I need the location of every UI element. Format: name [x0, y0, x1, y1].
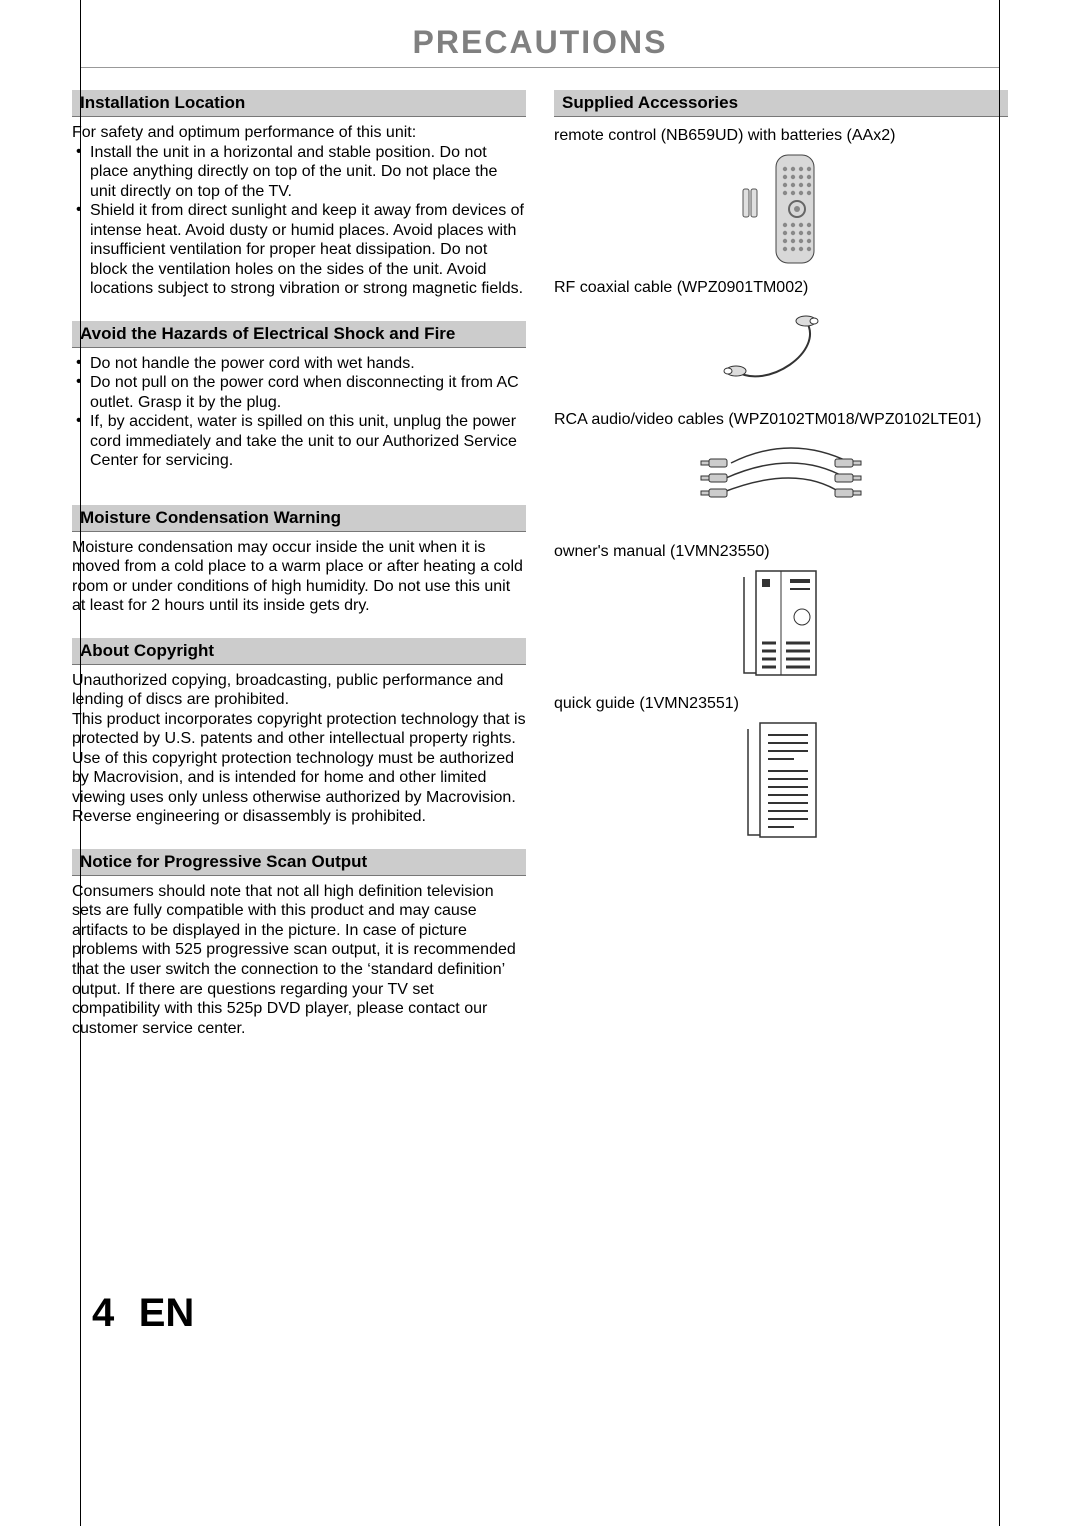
section-text-progressive: Consumers should note that not all high … — [72, 882, 526, 1038]
rca-cable-icon — [691, 433, 871, 533]
page-language: EN — [139, 1291, 195, 1335]
manual-icon — [726, 565, 836, 685]
accessory-label-remote: remote control (NB659UD) with batteries … — [554, 127, 1008, 145]
section-intro-installation: For safety and optimum performance of th… — [72, 123, 526, 143]
right-column: Supplied Accessories remote control (NB6… — [554, 80, 1008, 1038]
section-header-progressive: Notice for Progressive Scan Output — [72, 849, 526, 876]
section-text-moisture: Moisture condensation may occur inside t… — [72, 538, 526, 616]
hazards-bullets: Do not handle the power cord with wet ha… — [72, 354, 526, 471]
quick-guide-icon — [726, 717, 836, 847]
page-content: PRECAUTIONS Installation Location For sa… — [0, 0, 1080, 1158]
installation-bullets: Install the unit in a horizontal and sta… — [72, 143, 526, 299]
list-item: Do not handle the power cord with wet ha… — [90, 354, 526, 374]
accessory-label-guide: quick guide (1VMN23551) — [554, 695, 1008, 713]
list-item: Install the unit in a horizontal and sta… — [90, 143, 526, 202]
page-number: 4 — [92, 1291, 114, 1335]
list-item: Do not pull on the power cord when disco… — [90, 373, 526, 412]
accessory-label-manual: owner's manual (1VMN23550) — [554, 543, 1008, 561]
remote-icon — [721, 149, 841, 269]
section-text-copyright: Unauthorized copying, broadcasting, publ… — [72, 671, 526, 827]
accessory-label-coax: RF coaxial cable (WPZ0901TM002) — [554, 279, 1008, 297]
columns: Installation Location For safety and opt… — [72, 80, 1008, 1038]
section-header-accessories: Supplied Accessories — [554, 90, 1008, 117]
list-item: If, by accident, water is spilled on thi… — [90, 412, 526, 471]
coax-cable-icon — [706, 301, 856, 401]
left-column: Installation Location For safety and opt… — [72, 80, 526, 1038]
accessory-label-rca: RCA audio/video cables (WPZ0102TM018/WPZ… — [554, 411, 1008, 429]
section-header-moisture: Moisture Condensation Warning — [72, 505, 526, 532]
section-header-copyright: About Copyright — [72, 638, 526, 665]
page-footer: 4 EN — [92, 1291, 194, 1336]
section-header-installation: Installation Location — [72, 90, 526, 117]
list-item: Shield it from direct sunlight and keep … — [90, 201, 526, 299]
section-header-hazards: Avoid the Hazards of Electrical Shock an… — [72, 321, 526, 348]
page-title: PRECAUTIONS — [80, 24, 1000, 68]
